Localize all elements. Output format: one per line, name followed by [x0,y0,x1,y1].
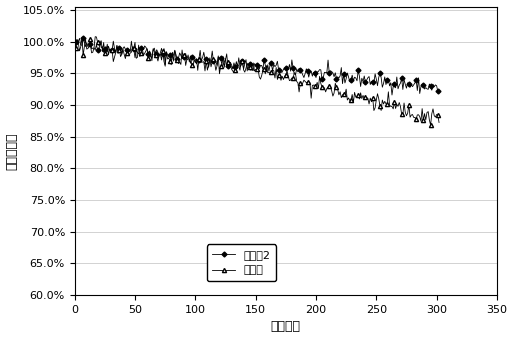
实施套2 [420,83,426,87]
比较例 [417,115,423,119]
实施套2 [408,83,415,87]
比较例 [368,100,374,104]
实施套2 [368,79,374,83]
比较例 [191,57,197,61]
比较例 [326,84,332,88]
Line: 比较例: 比较例 [74,35,441,127]
实施套2 [418,85,424,89]
Line: 实施套2: 实施套2 [74,37,441,97]
Legend: 实施套2, 比较例: 实施套2, 比较例 [207,244,276,281]
比较例 [92,35,98,39]
实施套2 [436,88,442,93]
实施套2 [326,71,332,75]
X-axis label: 循环次数: 循环次数 [271,320,301,334]
实施套2 [76,36,83,40]
比较例 [419,106,425,111]
Y-axis label: 容量保持率: 容量保持率 [6,132,18,170]
实施套2 [389,93,395,97]
比较例 [427,123,433,127]
实施套2 [73,40,79,44]
比较例 [436,120,442,124]
比较例 [407,115,413,119]
实施套2 [191,56,197,60]
比较例 [73,46,79,51]
